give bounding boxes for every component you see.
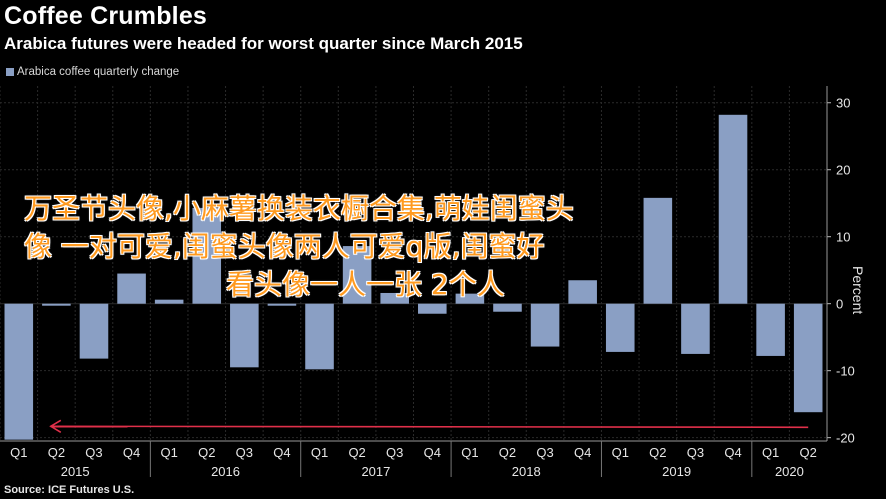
annotation-arrow-head: [49, 419, 62, 433]
overlay-line-2: 像 一对可爱,闺蜜头像两人可爱q版,闺蜜好: [24, 230, 545, 263]
bar: [230, 303, 259, 368]
y-tick-label: 20: [836, 163, 850, 178]
bar: [455, 293, 485, 304]
bar: [154, 299, 184, 304]
x-tick-label: Q4: [273, 445, 290, 460]
axis-layer: 30 20 10 0 -10 -20 Q1 Q2 Q3 Q4 Q1 Q2 Q3 Q4 Q1 Q2 Q3 Q4 Q1 Q…: [0, 86, 855, 479]
annotation-arrow-line: [50, 425, 809, 429]
x-tick-label: Q1: [10, 445, 27, 460]
year-label: 2019: [662, 464, 691, 479]
bar: [643, 197, 673, 304]
bar: [793, 303, 823, 413]
bar: [42, 303, 71, 306]
x-tick-label: Q4: [424, 445, 441, 460]
legend-label: Arabica coffee quarterly change: [17, 66, 180, 78]
bar: [4, 303, 34, 440]
legend: Arabica coffee quarterly change: [6, 66, 179, 78]
bar: [342, 246, 372, 304]
year-label: 2015: [61, 464, 90, 479]
bar: [530, 303, 560, 347]
watermark-overlay-text: 万圣节头像,小麻薯换装衣橱合集,萌娃闺蜜头 像 一对可爱,闺蜜头像两人可爱q版,…: [0, 190, 886, 304]
y-tick-label: -10: [836, 364, 855, 379]
bar: [418, 303, 447, 314]
x-tick-label: Q1: [160, 445, 177, 460]
bar: [568, 280, 597, 304]
x-tick-label: Q4: [724, 445, 741, 460]
bar: [117, 273, 146, 304]
x-tick-label: Q3: [236, 445, 253, 460]
bar: [493, 303, 522, 312]
y-tick-label: -20: [836, 431, 855, 446]
x-tick-label: Q2: [348, 445, 365, 460]
y-tick-label: 0: [836, 297, 843, 312]
year-label: 2018: [512, 464, 541, 479]
year-label: 2020: [775, 464, 804, 479]
bar: [192, 207, 222, 304]
overlay-line-1: 万圣节头像,小麻薯换装衣橱合集,萌娃闺蜜头: [24, 192, 574, 225]
year-label: 2017: [361, 464, 390, 479]
x-tick-label: Q2: [198, 445, 215, 460]
grid-layer: [0, 86, 828, 441]
x-tick-label: Q4: [123, 445, 140, 460]
x-tick-label: Q3: [386, 445, 403, 460]
bar: [267, 303, 297, 306]
y-tick-label: 10: [836, 230, 850, 245]
annotation-layer: [49, 419, 809, 433]
bar: [605, 303, 635, 352]
x-tick-label: Q2: [499, 445, 516, 460]
x-tick-label: Q2: [649, 445, 666, 460]
x-tick-label: Q1: [762, 445, 779, 460]
x-tick-label: Q4: [574, 445, 591, 460]
x-tick-label: Q3: [85, 445, 102, 460]
bar: [305, 303, 334, 370]
chart-subtitle: Arabica futures were headed for worst qu…: [4, 34, 523, 53]
source-note: Source: ICE Futures U.S.: [4, 484, 135, 496]
x-tick-label: Q2: [48, 445, 65, 460]
bar: [380, 292, 409, 304]
bar: [681, 303, 710, 354]
overlay-line-3: 看头像一人一张 2个人: [226, 268, 505, 301]
y-tick-label: 30: [836, 96, 850, 111]
bar: [718, 114, 748, 304]
x-tick-label: Q3: [687, 445, 704, 460]
bar-layer: [4, 114, 823, 440]
x-tick-label: Q3: [536, 445, 553, 460]
bar: [756, 303, 785, 356]
legend-swatch: [6, 68, 14, 76]
chart-title: Coffee Crumbles: [4, 2, 208, 30]
x-tick-label: Q2: [800, 445, 817, 460]
x-tick-label: Q1: [612, 445, 629, 460]
year-label: 2016: [211, 464, 240, 479]
bar: [79, 303, 109, 359]
x-tick-label: Q1: [311, 445, 328, 460]
x-tick-label: Q1: [461, 445, 478, 460]
